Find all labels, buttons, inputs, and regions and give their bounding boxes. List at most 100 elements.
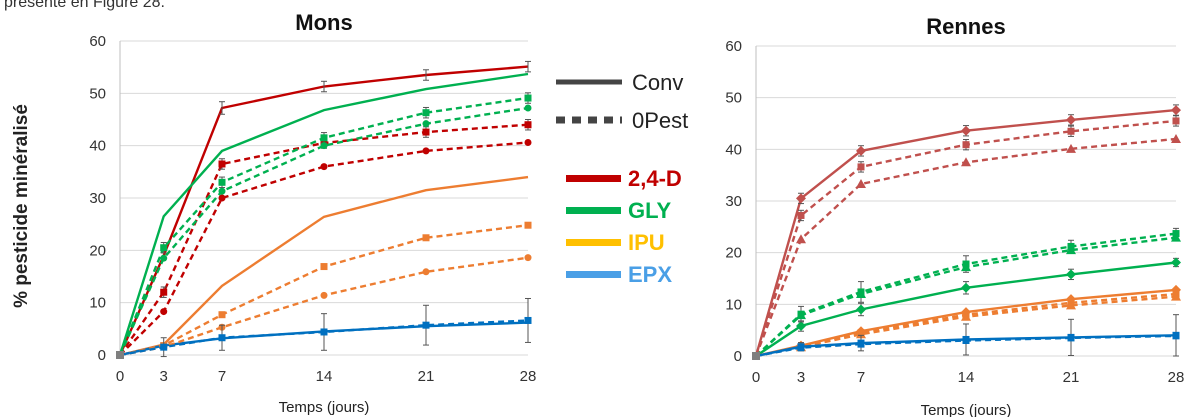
chart-2-data-point bbox=[1171, 105, 1181, 116]
chart-2-series-4 bbox=[752, 257, 1181, 360]
chart-1-xtick-label: 14 bbox=[316, 368, 333, 385]
chart-2-ytick-label: 40 bbox=[725, 141, 742, 158]
chart-2-series-11 bbox=[752, 332, 1180, 360]
chart-2-ytick-label: 10 bbox=[725, 296, 742, 313]
chart-2-data-point bbox=[796, 193, 806, 204]
chart-2-data-point bbox=[857, 340, 865, 348]
chart-2-data-point bbox=[796, 321, 806, 332]
chart-2-data-point bbox=[1066, 245, 1076, 255]
chart-2-data-point bbox=[856, 329, 866, 339]
chart-1-data-point bbox=[524, 254, 532, 262]
chart-1-series-line bbox=[118, 72, 529, 356]
chart-1-series-line bbox=[119, 256, 529, 357]
legend-ipu-label: IPU bbox=[628, 230, 665, 255]
chart-1-xtick-label: 7 bbox=[218, 368, 226, 385]
chart-2-data-point bbox=[1067, 334, 1075, 342]
chart-1-ytick-label: 20 bbox=[89, 242, 106, 259]
chart-1-data-point bbox=[524, 94, 532, 102]
chart-2-data-point bbox=[856, 304, 866, 315]
chart-2-ytick-label: 60 bbox=[725, 38, 742, 55]
chart-2-xtick-label: 21 bbox=[1063, 369, 1080, 386]
chart-2-x-axis-label: Temps (jours) bbox=[921, 402, 1012, 417]
chart-2-data-point bbox=[1066, 143, 1076, 153]
chart-1-data-point bbox=[320, 328, 328, 336]
chart-2-ytick-label: 20 bbox=[725, 245, 742, 262]
chart-1-series-line bbox=[119, 141, 529, 356]
chart-1-data-point bbox=[218, 311, 226, 319]
chart-1-data-point bbox=[422, 147, 430, 155]
chart-1-data-point bbox=[218, 178, 226, 186]
chart-1-data-point bbox=[524, 139, 532, 147]
chart-2-data-point bbox=[961, 125, 971, 136]
chart-1-data-point bbox=[160, 244, 168, 252]
chart-2-data-point bbox=[1171, 291, 1181, 301]
chart-2-data-point bbox=[796, 234, 806, 244]
chart-2-data-point bbox=[856, 289, 866, 298]
chart-2-data-point bbox=[961, 282, 971, 293]
chart-2-data-point bbox=[856, 178, 866, 188]
chart-1-ytick-label: 50 bbox=[89, 85, 106, 102]
chart-1-xtick-label: 21 bbox=[418, 368, 435, 385]
chart-1-data-point bbox=[422, 120, 430, 128]
chart-1-data-point bbox=[160, 343, 168, 351]
chart-2-title: Rennes bbox=[926, 14, 1005, 39]
chart-2-series-6 bbox=[752, 232, 1181, 360]
chart-1-series-4 bbox=[116, 321, 529, 359]
legend-conv-swatch bbox=[556, 79, 622, 85]
chart-2-data-point bbox=[961, 157, 971, 167]
chart-2-ytick-label: 50 bbox=[725, 90, 742, 107]
chart-2-xtick-label: 28 bbox=[1168, 369, 1185, 386]
legend-24d-swatch bbox=[566, 175, 621, 182]
chart-2-series-2 bbox=[752, 115, 1180, 360]
chart-2-series-line bbox=[755, 236, 1177, 357]
chart-2-series-line bbox=[754, 108, 1177, 357]
chart-1-data-point bbox=[524, 221, 532, 229]
legend-0pest-label: 0Pest bbox=[632, 108, 689, 133]
chart-1-data-point bbox=[218, 160, 226, 168]
chart-2-ytick-label: 30 bbox=[725, 193, 742, 210]
chart-1-data-point bbox=[320, 291, 328, 299]
chart-2-data-point bbox=[856, 145, 866, 156]
chart-1-data-point bbox=[422, 234, 430, 242]
chart-2-data-point bbox=[752, 352, 760, 360]
legend-gly-swatch bbox=[566, 207, 621, 214]
chart-2-data-point bbox=[797, 344, 805, 352]
legend-conv: Conv bbox=[554, 70, 683, 95]
chart-1-data-point bbox=[320, 163, 328, 171]
chart-2-data-point bbox=[1066, 114, 1076, 125]
chart-1-ytick-label: 10 bbox=[89, 295, 106, 312]
chart-2-data-point bbox=[962, 141, 970, 149]
chart-2-data-point bbox=[1171, 134, 1181, 143]
legend-gly-label: GLY bbox=[628, 198, 672, 223]
caption-text: présenté en Figure 28. bbox=[4, 0, 165, 11]
chart-1-data-point bbox=[422, 321, 430, 329]
chart-2-data-point bbox=[1172, 117, 1180, 125]
chart-1-xtick-label: 28 bbox=[520, 368, 537, 385]
chart-2-data-point bbox=[1066, 300, 1076, 310]
chart-2-data-point bbox=[961, 311, 971, 321]
chart-2-series-line bbox=[755, 295, 1177, 358]
chart-2-xtick-label: 0 bbox=[752, 369, 760, 386]
chart-2-series-line bbox=[754, 137, 1177, 357]
chart-1-data-point bbox=[160, 288, 168, 296]
chart-1-data-point bbox=[320, 263, 328, 271]
chart-1-data-point bbox=[116, 351, 124, 359]
chart-1-series-line bbox=[118, 106, 529, 356]
chart-1-series-11 bbox=[116, 297, 532, 359]
chart-1-x-axis-label: Temps (jours) bbox=[279, 399, 370, 416]
chart-1-data-point bbox=[320, 134, 328, 142]
chart-1-ytick-label: 40 bbox=[89, 138, 106, 155]
chart-2-series-line bbox=[755, 261, 1177, 357]
chart-2-xtick-label: 7 bbox=[857, 369, 865, 386]
chart-2-series-line bbox=[755, 334, 1177, 358]
chart-1-xtick-label: 0 bbox=[116, 368, 124, 385]
chart-2-data-point bbox=[961, 262, 971, 272]
chart-1-data-point bbox=[320, 142, 328, 150]
chart-2-series-line bbox=[755, 292, 1177, 358]
chart-1-title: Mons bbox=[295, 10, 352, 35]
legend-24d-label: 2,4-D bbox=[628, 166, 682, 191]
chart-2: 0 10 20 30 40 50 60 0 3 7 14 21 28 Rennes Temps (jours… bbox=[725, 14, 1184, 417]
chart-1-xtick-label: 3 bbox=[160, 368, 168, 385]
chart-2-xtick-label: 14 bbox=[958, 369, 975, 386]
